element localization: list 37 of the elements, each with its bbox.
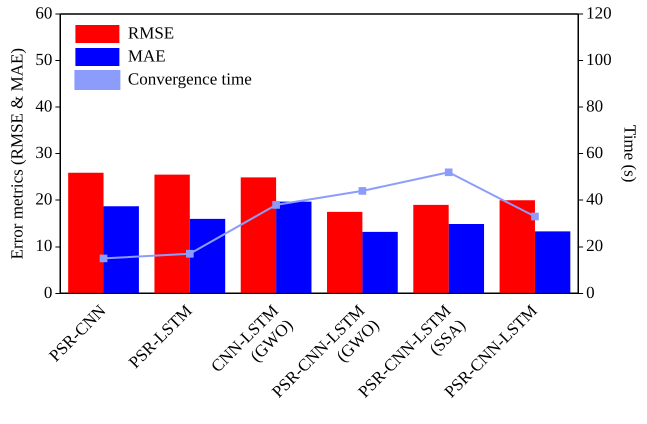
y-tick-label: 50 <box>35 50 52 70</box>
point <box>100 254 108 262</box>
y2-tick-label: 100 <box>586 50 612 70</box>
y-tick-label: 10 <box>35 236 52 256</box>
point <box>444 168 453 176</box>
y2-tick-label: 120 <box>586 3 612 22</box>
bar <box>362 232 398 293</box>
y-tick-label: 30 <box>35 143 52 162</box>
bar <box>190 218 226 293</box>
point <box>358 187 366 195</box>
y-tick-label: 20 <box>35 190 52 209</box>
point <box>272 201 280 209</box>
bar <box>327 212 362 293</box>
y2-tick-label: 0 <box>586 282 595 302</box>
bar <box>534 231 570 293</box>
legend-label: MAE <box>128 46 166 66</box>
bar <box>448 224 484 293</box>
legend-label: RMSE <box>128 23 174 42</box>
bar <box>276 202 312 293</box>
y2-axis-title: Time (s) <box>620 124 640 182</box>
y2-tick-label: 40 <box>586 190 604 209</box>
y-tick-label: 0 <box>44 282 52 302</box>
y-axis-title: Error metrics (RMSE & MAE) <box>8 48 27 260</box>
bar <box>500 200 535 293</box>
y-tick-label: 40 <box>35 96 52 116</box>
point <box>531 212 539 220</box>
point <box>186 250 194 258</box>
y2-tick-label: 20 <box>586 236 604 256</box>
bar <box>68 172 104 293</box>
y2-tick-label: 80 <box>586 96 604 116</box>
bar <box>240 177 276 293</box>
y-tick-label: 60 <box>35 3 52 22</box>
legend-label: Convergence time <box>128 69 252 88</box>
bar <box>154 174 190 293</box>
bar <box>104 206 139 293</box>
bar <box>413 204 449 293</box>
y2-tick-label: 60 <box>586 143 604 162</box>
